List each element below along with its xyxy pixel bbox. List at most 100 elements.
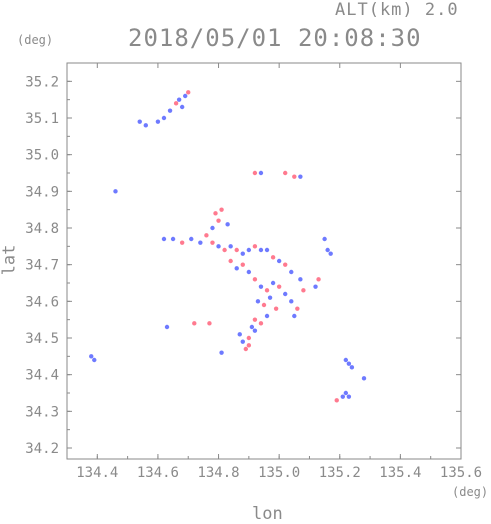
y-tick-label: 35.2 bbox=[25, 74, 59, 90]
data-point bbox=[113, 189, 118, 194]
y-tick-label: 34.7 bbox=[25, 258, 59, 274]
data-point bbox=[325, 247, 330, 253]
data-point bbox=[298, 277, 303, 282]
data-point bbox=[273, 306, 279, 311]
data-point bbox=[210, 240, 215, 245]
data-point bbox=[313, 284, 318, 289]
data-point bbox=[252, 244, 258, 249]
altitude-label: ALT(km) 2.0 bbox=[335, 0, 459, 20]
data-point bbox=[334, 398, 339, 403]
data-point bbox=[343, 357, 349, 363]
data-point bbox=[258, 170, 264, 176]
x-axis-label: lon bbox=[252, 504, 283, 524]
data-point bbox=[237, 332, 242, 337]
data-point bbox=[143, 123, 148, 128]
data-point bbox=[301, 288, 306, 293]
data-point bbox=[210, 225, 215, 231]
data-point bbox=[340, 394, 345, 399]
plot-frame bbox=[66, 62, 462, 460]
y-ticks: 34.2 34.3 34.4 34.5 34.6 34.7 34.8 34.9 35.0 35.1… bbox=[25, 62, 461, 457]
data-point bbox=[258, 247, 264, 253]
data-point bbox=[155, 119, 161, 124]
data-point bbox=[225, 222, 230, 227]
data-point bbox=[264, 313, 270, 319]
x-ticks: 134.4 134.6 134.8 135.0 135.2 135.4 135.6 bbox=[66, 63, 482, 481]
data-point bbox=[216, 218, 221, 223]
data-point bbox=[258, 321, 264, 326]
data-point bbox=[219, 207, 224, 212]
data-point bbox=[213, 211, 218, 216]
x-tick-label: 135.6 bbox=[440, 465, 482, 481]
data-point bbox=[183, 93, 188, 99]
data-point bbox=[283, 291, 288, 297]
data-point bbox=[252, 170, 258, 176]
data-point bbox=[264, 288, 270, 293]
data-point bbox=[176, 97, 182, 102]
data-point bbox=[161, 115, 167, 121]
data-point bbox=[252, 317, 258, 322]
y-unit-label: (deg) bbox=[17, 33, 54, 47]
data-point bbox=[89, 354, 94, 359]
data-point bbox=[164, 324, 170, 330]
data-point bbox=[270, 280, 276, 286]
data-point bbox=[289, 269, 294, 275]
data-point bbox=[219, 350, 224, 355]
y-tick-label: 34.2 bbox=[25, 441, 59, 457]
data-point bbox=[161, 236, 167, 242]
data-point bbox=[198, 240, 203, 245]
data-point bbox=[240, 339, 245, 344]
data-point bbox=[292, 174, 297, 179]
data-point bbox=[270, 255, 276, 260]
data-point bbox=[240, 262, 245, 267]
x-tick-label: 135.2 bbox=[319, 465, 361, 481]
data-point bbox=[246, 269, 252, 275]
data-point bbox=[137, 119, 142, 124]
data-point bbox=[283, 262, 288, 267]
data-point bbox=[207, 321, 212, 326]
data-point bbox=[264, 247, 270, 253]
data-point bbox=[246, 343, 252, 348]
data-point bbox=[170, 236, 176, 242]
data-point bbox=[289, 299, 294, 304]
y-tick-label: 34.8 bbox=[25, 221, 59, 237]
data-point bbox=[189, 236, 194, 242]
data-point bbox=[322, 236, 327, 242]
data-point bbox=[283, 170, 288, 176]
y-tick-label: 34.6 bbox=[25, 294, 59, 310]
data-point bbox=[246, 247, 252, 253]
data-point bbox=[228, 244, 233, 249]
data-point bbox=[179, 104, 185, 110]
data-point bbox=[179, 240, 185, 245]
data-point bbox=[361, 376, 367, 381]
chart-title: 2018/05/01 20:08:30 bbox=[128, 24, 422, 52]
data-point bbox=[186, 90, 191, 95]
data-point bbox=[295, 306, 300, 311]
data-point bbox=[261, 302, 267, 308]
y-tick-label: 34.4 bbox=[25, 368, 59, 384]
data-point bbox=[346, 394, 352, 399]
data-point bbox=[173, 101, 179, 106]
data-point bbox=[216, 244, 221, 249]
x-tick-label: 134.8 bbox=[197, 465, 239, 481]
data-point bbox=[316, 277, 321, 282]
data-point bbox=[246, 335, 252, 341]
data-point bbox=[255, 299, 261, 304]
data-point bbox=[167, 108, 173, 113]
data-point bbox=[252, 328, 258, 333]
data-point bbox=[234, 266, 239, 271]
data-point bbox=[349, 365, 355, 370]
data-point bbox=[240, 251, 245, 256]
data-point bbox=[343, 390, 349, 396]
data-point bbox=[204, 233, 209, 238]
data-point bbox=[234, 247, 239, 253]
data-point bbox=[222, 247, 227, 253]
x-tick-label: 134.6 bbox=[137, 465, 179, 481]
x-tick-label: 134.4 bbox=[76, 465, 118, 481]
data-point bbox=[258, 284, 264, 289]
data-point bbox=[276, 258, 282, 264]
data-point bbox=[249, 324, 255, 330]
y-tick-label: 34.9 bbox=[25, 184, 59, 200]
data-point bbox=[267, 295, 273, 300]
data-point bbox=[252, 277, 258, 282]
x-tick-label: 135.0 bbox=[258, 465, 300, 481]
